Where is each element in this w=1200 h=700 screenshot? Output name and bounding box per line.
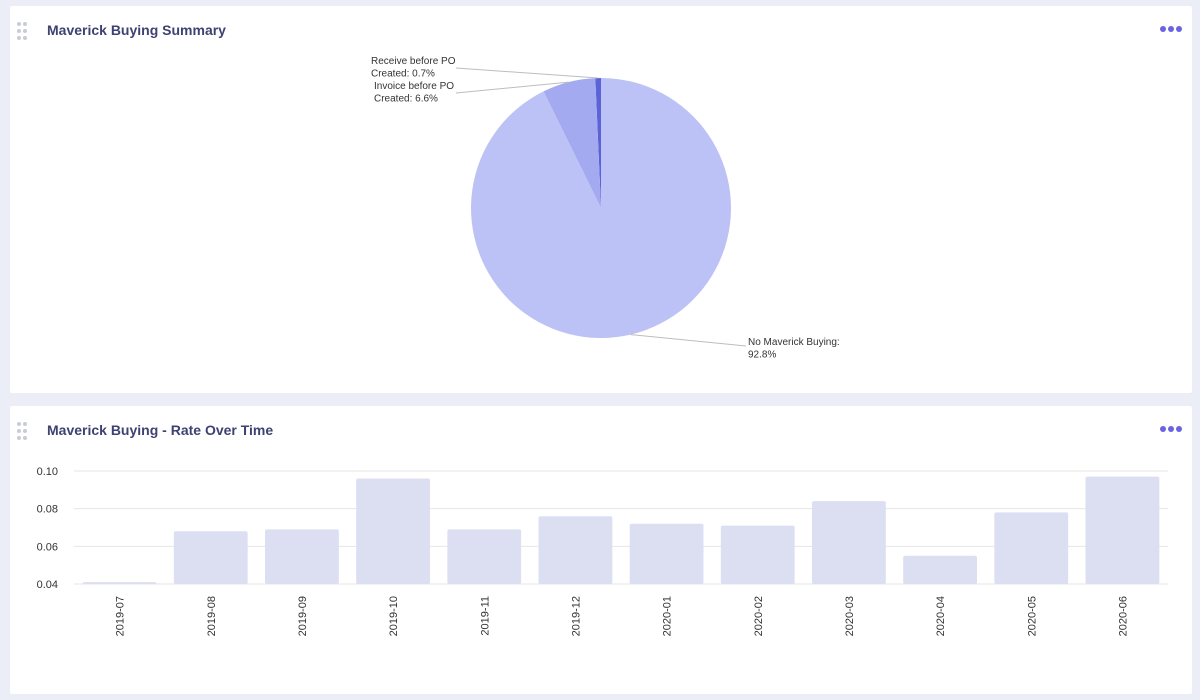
x-tick-label: 2020-02 <box>753 596 765 636</box>
bar[interactable] <box>356 478 431 584</box>
bar-chart: 0.10 0.08 0.06 0.04 2019-07 2019-08 2019-09 201… <box>37 466 1168 636</box>
bar[interactable] <box>994 512 1069 584</box>
pie-slice-label: 92.8% <box>748 350 776 361</box>
x-tick-label: 2020-04 <box>935 596 947 636</box>
drag-handle-icon[interactable] <box>17 22 29 40</box>
x-tick-label: 2020-03 <box>844 596 856 636</box>
pie-leader-line <box>455 67 599 79</box>
y-tick-label: 0.06 <box>37 541 58 553</box>
bar[interactable] <box>1085 476 1160 584</box>
summary-panel-title: Maverick Buying Summary <box>47 22 226 38</box>
y-tick-label: 0.04 <box>37 579 58 591</box>
x-tick-label: 2019-09 <box>297 596 309 636</box>
x-tick-label: 2019-12 <box>570 596 582 636</box>
bar[interactable] <box>82 582 157 584</box>
bar[interactable] <box>629 523 704 584</box>
pie-leader-line <box>455 81 569 94</box>
bar[interactable] <box>720 525 795 584</box>
x-tick-label: 2019-08 <box>206 596 218 636</box>
bar[interactable] <box>447 529 522 584</box>
y-tick-label: 0.10 <box>37 466 58 478</box>
bar[interactable] <box>173 531 248 584</box>
more-options-icon[interactable] <box>1160 24 1182 34</box>
x-tick-label: 2020-01 <box>662 596 674 636</box>
pie-slice[interactable] <box>470 78 731 339</box>
drag-handle-icon[interactable] <box>17 422 29 440</box>
x-tick-label: 2020-05 <box>1026 596 1038 636</box>
pie-slice-label: Invoice before PO <box>374 81 454 92</box>
pie-slice-label: Created: 0.7% <box>371 69 435 80</box>
pie-slice-label: No Maverick Buying: <box>748 337 840 348</box>
rate-panel-title: Maverick Buying - Rate Over Time <box>47 422 274 438</box>
more-options-icon[interactable] <box>1160 424 1182 434</box>
bar[interactable] <box>903 555 978 584</box>
pie-slice[interactable] <box>595 78 601 208</box>
x-tick-label: 2019-07 <box>115 596 127 636</box>
bar[interactable] <box>538 516 613 584</box>
x-tick-label: 2020-06 <box>1117 596 1129 636</box>
x-tick-label: 2019-11 <box>479 596 491 636</box>
y-tick-label: 0.08 <box>37 504 58 516</box>
pie-slice-label: Receive before PO <box>371 56 456 67</box>
summary-panel: Maverick Buying Summary Receive before P… <box>10 6 1192 393</box>
x-tick-label: 2019-10 <box>388 596 400 636</box>
pie-leader-line <box>630 334 747 347</box>
bar[interactable] <box>264 529 339 584</box>
pie-slice-label: Created: 6.6% <box>374 94 438 105</box>
rate-panel: Maverick Buying - Rate Over Time 0.10 0.0… <box>10 406 1192 694</box>
bar[interactable] <box>811 501 886 584</box>
pie-slice[interactable] <box>543 78 601 209</box>
pie-chart: Receive before PO Created: 0.7%Invoice be… <box>371 56 840 361</box>
